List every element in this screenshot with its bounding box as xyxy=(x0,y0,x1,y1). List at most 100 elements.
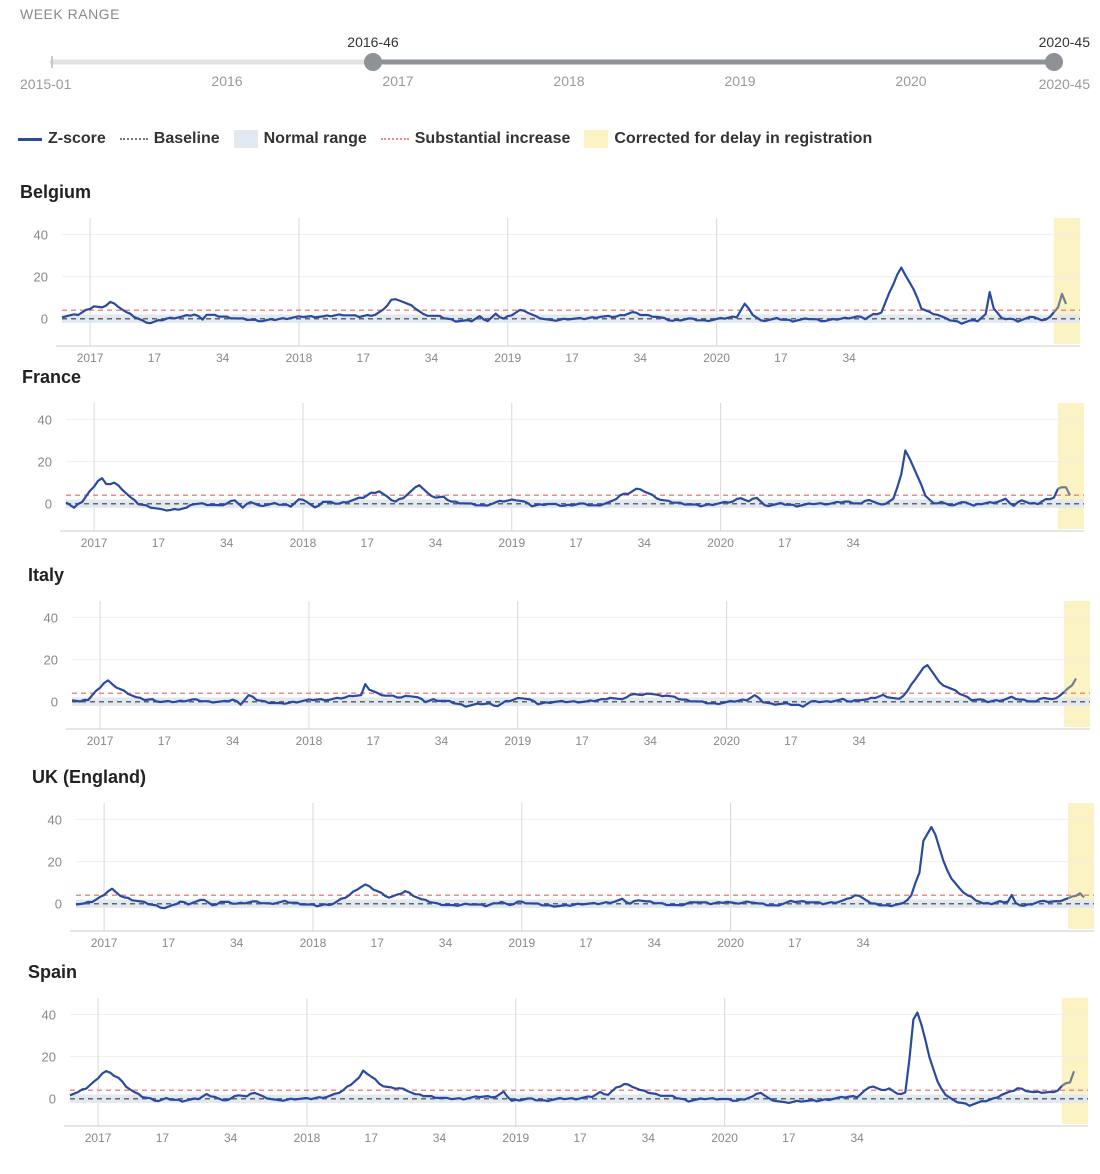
slider-selected-start-label: 2016-46 xyxy=(347,34,399,50)
zscore-swatch xyxy=(18,137,42,141)
week-range-slider[interactable]: 2016-46 2020-45 2015-01 2020-45 2016 2017 2018… xyxy=(0,28,1100,100)
x-tick-label: 2019 xyxy=(504,734,531,748)
x-tick-label: 17 xyxy=(575,734,589,748)
zscore-corrected-line xyxy=(1053,292,1068,313)
x-tick-label: 2017 xyxy=(91,936,118,950)
x-tick-label: 2019 xyxy=(494,351,521,365)
legend-zscore-label: Z-score xyxy=(48,130,106,147)
chart-title-france: France xyxy=(22,367,82,387)
x-tick-label: 17 xyxy=(357,351,371,365)
legend-baseline: Baseline xyxy=(119,130,220,148)
x-tick-label: 34 xyxy=(644,734,658,748)
y-tick-label: 0 xyxy=(45,497,52,512)
x-tick-label: 2017 xyxy=(87,734,114,748)
legend-substantial-label: Substantial increase xyxy=(414,130,571,147)
x-tick-label: 17 xyxy=(152,536,166,550)
x-tick-label: 2020 xyxy=(703,351,730,365)
legend-zscore: Z-score xyxy=(18,130,106,148)
week-range-label: WEEK RANGE xyxy=(20,6,120,22)
x-tick-label: 34 xyxy=(648,936,662,950)
y-tick-label: 20 xyxy=(38,455,52,470)
spain-chart: 0 20 40 2017 17 34 2018 17 34 2019 17 34 2020 17 34 xyxy=(42,998,1088,1145)
x-tick-label: 34 xyxy=(856,936,870,950)
x-tick-label: 2020 xyxy=(713,734,740,748)
x-tick-label: 17 xyxy=(569,536,583,550)
x-tick-label: 34 xyxy=(224,1131,238,1145)
x-tick-label: 17 xyxy=(788,936,802,950)
legend-corrected-label: Corrected for delay in registration xyxy=(614,130,873,147)
x-tick-label: 17 xyxy=(778,536,792,550)
x-tick-label: 2017 xyxy=(77,351,104,365)
slider-year-tick-label: 2019 xyxy=(724,73,755,89)
x-tick-label: 2018 xyxy=(286,351,313,365)
x-tick-label: 2018 xyxy=(290,536,317,550)
france-chart: 0 20 40 2017 17 34 2018 17 34 2019 17 34 2020 17 34 xyxy=(38,403,1084,550)
slider-year-tick-label: 2018 xyxy=(553,73,584,89)
corrected-band xyxy=(1057,403,1084,529)
x-tick-label: 2020 xyxy=(707,536,734,550)
zscore-corrected-line xyxy=(1057,486,1071,496)
chart-title-belgium: Belgium xyxy=(20,182,92,202)
x-tick-label: 2018 xyxy=(296,734,323,748)
corrected-band xyxy=(1061,998,1088,1124)
x-tick-label: 34 xyxy=(638,536,652,550)
y-tick-label: 0 xyxy=(41,312,48,327)
chart-title-spain: Spain xyxy=(28,962,78,982)
y-tick-label: 20 xyxy=(34,270,48,285)
y-tick-label: 40 xyxy=(42,1007,56,1022)
zscore-corrected-line xyxy=(1063,677,1077,693)
x-tick-label: 2018 xyxy=(294,1131,321,1145)
x-tick-label: 2017 xyxy=(85,1131,112,1145)
x-tick-label: 34 xyxy=(216,351,230,365)
legend-baseline-label: Baseline xyxy=(153,130,220,147)
corrected-swatch xyxy=(584,130,609,148)
x-tick-label: 34 xyxy=(439,936,453,950)
x-tick-label: 17 xyxy=(579,936,593,950)
x-tick-label: 17 xyxy=(784,734,798,748)
zscore-line xyxy=(61,266,1055,325)
x-tick-label: 34 xyxy=(846,536,860,550)
x-tick-label: 34 xyxy=(435,734,449,748)
x-tick-label: 2019 xyxy=(498,536,525,550)
zscore-line xyxy=(65,449,1059,512)
corrected-band xyxy=(1063,601,1090,727)
x-tick-label: 34 xyxy=(634,351,648,365)
x-tick-label: 17 xyxy=(156,1131,170,1145)
chart-title-italy: Italy xyxy=(28,565,65,585)
slider-min-label: 2015-01 xyxy=(20,76,72,92)
zscore-corrected-line xyxy=(1067,892,1085,900)
legend-normal-range-label: Normal range xyxy=(263,130,367,147)
x-tick-label: 34 xyxy=(425,351,439,365)
slider-selected-end-label: 2020-45 xyxy=(1039,34,1091,50)
x-tick-label: 34 xyxy=(850,1131,864,1145)
slider-end-handle[interactable] xyxy=(1045,53,1063,71)
zscore-line xyxy=(71,663,1065,708)
substantial-swatch xyxy=(380,138,409,140)
x-tick-label: 17 xyxy=(367,734,381,748)
x-tick-label: 2018 xyxy=(300,936,327,950)
x-tick-label: 17 xyxy=(565,351,579,365)
legend: Z-score Baseline Normal range Substantia… xyxy=(18,130,886,148)
baseline-swatch xyxy=(119,138,148,140)
y-tick-label: 40 xyxy=(34,227,48,242)
y-tick-label: 40 xyxy=(48,812,62,827)
x-tick-label: 17 xyxy=(158,734,172,748)
x-tick-label: 2019 xyxy=(508,936,535,950)
y-tick-label: 0 xyxy=(51,695,58,710)
slider-start-handle[interactable] xyxy=(364,53,382,71)
x-tick-label: 34 xyxy=(226,734,240,748)
slider-max-label: 2020-45 xyxy=(1039,76,1091,92)
x-tick-label: 17 xyxy=(782,1131,796,1145)
zscore-line xyxy=(69,1011,1063,1107)
x-tick-label: 2019 xyxy=(502,1131,529,1145)
x-tick-label: 34 xyxy=(642,1131,656,1145)
x-tick-label: 34 xyxy=(842,351,856,365)
slider-year-tick-label: 2017 xyxy=(382,73,413,89)
y-tick-label: 0 xyxy=(49,1092,56,1107)
x-tick-label: 34 xyxy=(230,936,244,950)
x-tick-label: 17 xyxy=(148,351,162,365)
belgium-chart: 0 20 40 2017 17 34 2018 17 34 2019 17 34 2020 17 34 xyxy=(34,218,1080,365)
y-tick-label: 20 xyxy=(44,653,58,668)
x-tick-label: 17 xyxy=(371,936,385,950)
italy-chart: 0 20 40 2017 17 34 2018 17 34 2019 17 34 2020 17 34 xyxy=(44,601,1090,748)
